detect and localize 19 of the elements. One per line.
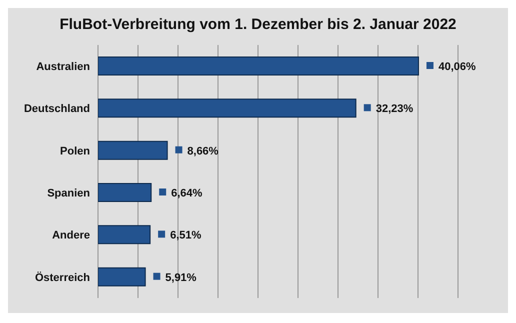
bar xyxy=(98,183,152,202)
bar xyxy=(98,140,168,160)
data-label: 40,06% xyxy=(438,61,476,73)
y-tick-label: Österreich xyxy=(34,270,90,284)
data-label: 6,64% xyxy=(171,188,203,200)
data-label: 6,51% xyxy=(170,230,202,242)
y-tick-label: Deutschland xyxy=(24,103,90,116)
y-tick-label: Andere xyxy=(52,230,90,242)
data-label: 32,23% xyxy=(376,103,414,116)
bar xyxy=(98,225,151,244)
data-label: 8,66% xyxy=(187,145,219,158)
bar xyxy=(98,267,146,286)
y-tick-label: Australien xyxy=(36,60,90,73)
data-label: 5,91% xyxy=(165,272,197,284)
y-tick-label: Spanien xyxy=(47,187,90,200)
bar xyxy=(98,56,419,76)
chart-title: FluBot-Verbreitung vom 1. Dezember bis 2. Januar 2022 xyxy=(58,15,458,35)
bar xyxy=(98,98,356,118)
y-tick-label: Polen xyxy=(60,145,90,158)
